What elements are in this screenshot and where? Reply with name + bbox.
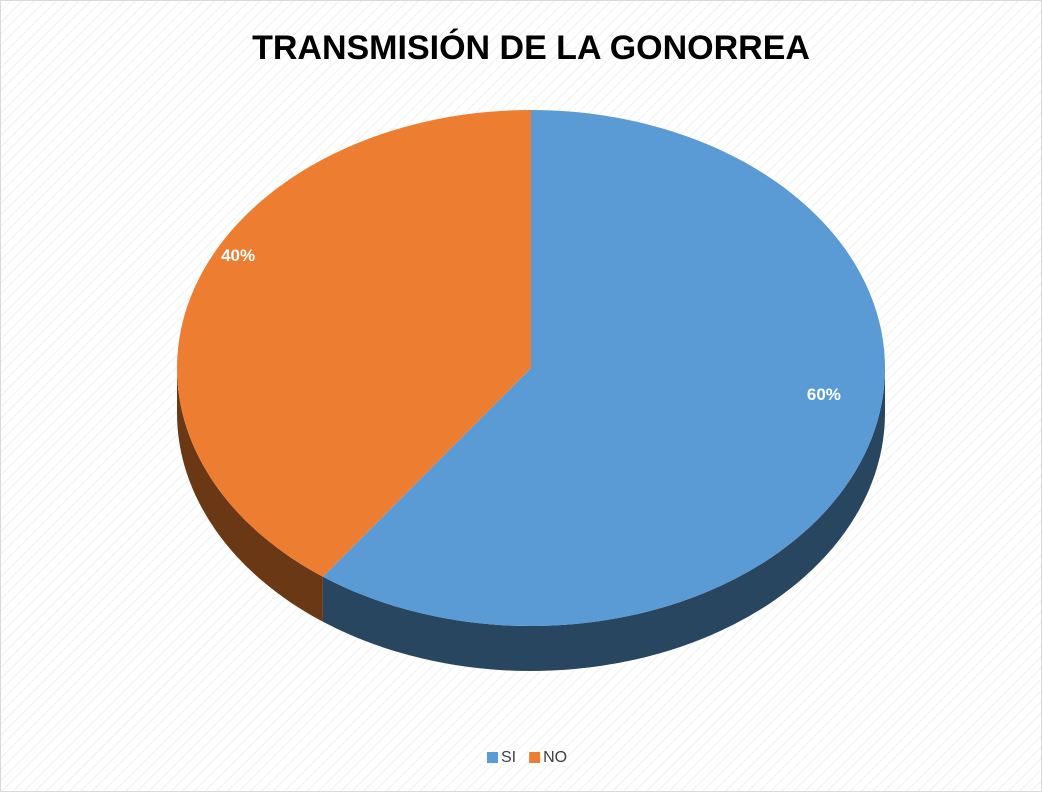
pie: 60% 40% (176, 110, 885, 672)
data-label: 60% (807, 385, 841, 404)
pie-side (177, 368, 323, 622)
legend-swatch (487, 752, 498, 763)
data-label: 40% (221, 246, 255, 265)
pie-side (322, 368, 885, 672)
pie-slice (176, 110, 531, 577)
legend: SI NO (487, 749, 567, 766)
pie-slice (322, 110, 885, 626)
legend-label: NO (543, 749, 567, 766)
legend-label: SI (501, 749, 516, 766)
legend-swatch (529, 752, 541, 763)
chart-title: TRANSMISIÓN DE LA GONORREA (252, 29, 810, 67)
